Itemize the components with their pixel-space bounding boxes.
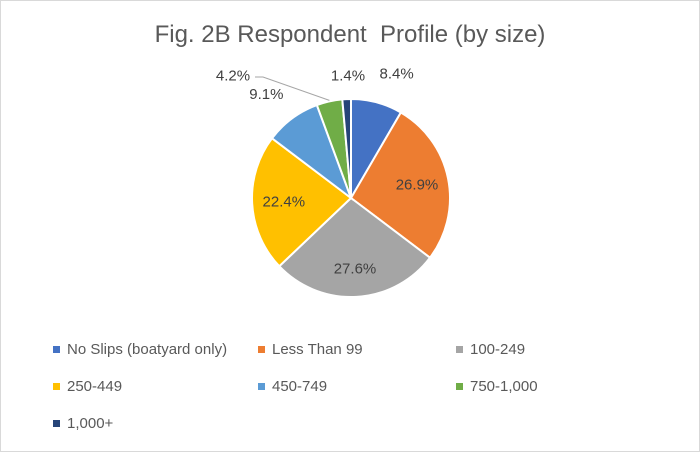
legend-swatch <box>456 383 463 390</box>
data-label-3: 27.6% <box>334 261 377 278</box>
legend-label: Less Than 99 <box>272 341 363 358</box>
chart-title: Fig. 2B Respondent Profile (by size) <box>154 21 546 48</box>
data-label-7: 1.4% <box>331 68 365 85</box>
legend-item: 750-1,000 <box>456 378 538 395</box>
legend-item: 250-449 <box>53 378 122 395</box>
data-label-5: 9.1% <box>249 86 283 103</box>
legend-swatch <box>456 346 463 353</box>
legend-swatch <box>53 420 60 427</box>
legend-label: 750-1,000 <box>470 378 538 395</box>
data-label-1: 8.4% <box>379 65 413 82</box>
pie-slice-100-249 <box>277 196 432 298</box>
legend-item: 1,000+ <box>53 415 113 432</box>
legend-label: No Slips (boatyard only) <box>67 341 228 358</box>
legend-item: No Slips (boatyard only) <box>53 341 227 358</box>
legend-label: 1,000+ <box>67 415 114 432</box>
legend-swatch <box>53 383 60 390</box>
pie-slice-less-than-99 <box>349 111 451 260</box>
legend-swatch <box>258 346 265 353</box>
legend-item: Less Than 99 <box>258 341 363 358</box>
leader-line <box>255 76 330 101</box>
data-label-6: 4.2% <box>216 68 250 85</box>
data-label-4: 22.4% <box>263 193 306 210</box>
pie-slice-250-449 <box>251 136 353 268</box>
legend-item: 100-249 <box>456 341 525 358</box>
legend-label: 100-249 <box>470 341 526 358</box>
legend-swatch <box>53 346 60 353</box>
legend-label: 450-749 <box>272 378 328 395</box>
legend-label: 250-449 <box>67 378 123 395</box>
data-label-2: 26.9% <box>396 176 439 193</box>
legend-item: 450-749 <box>258 378 327 395</box>
legend-swatch <box>258 383 265 390</box>
pie-slice-1-000 <box>341 97 352 199</box>
